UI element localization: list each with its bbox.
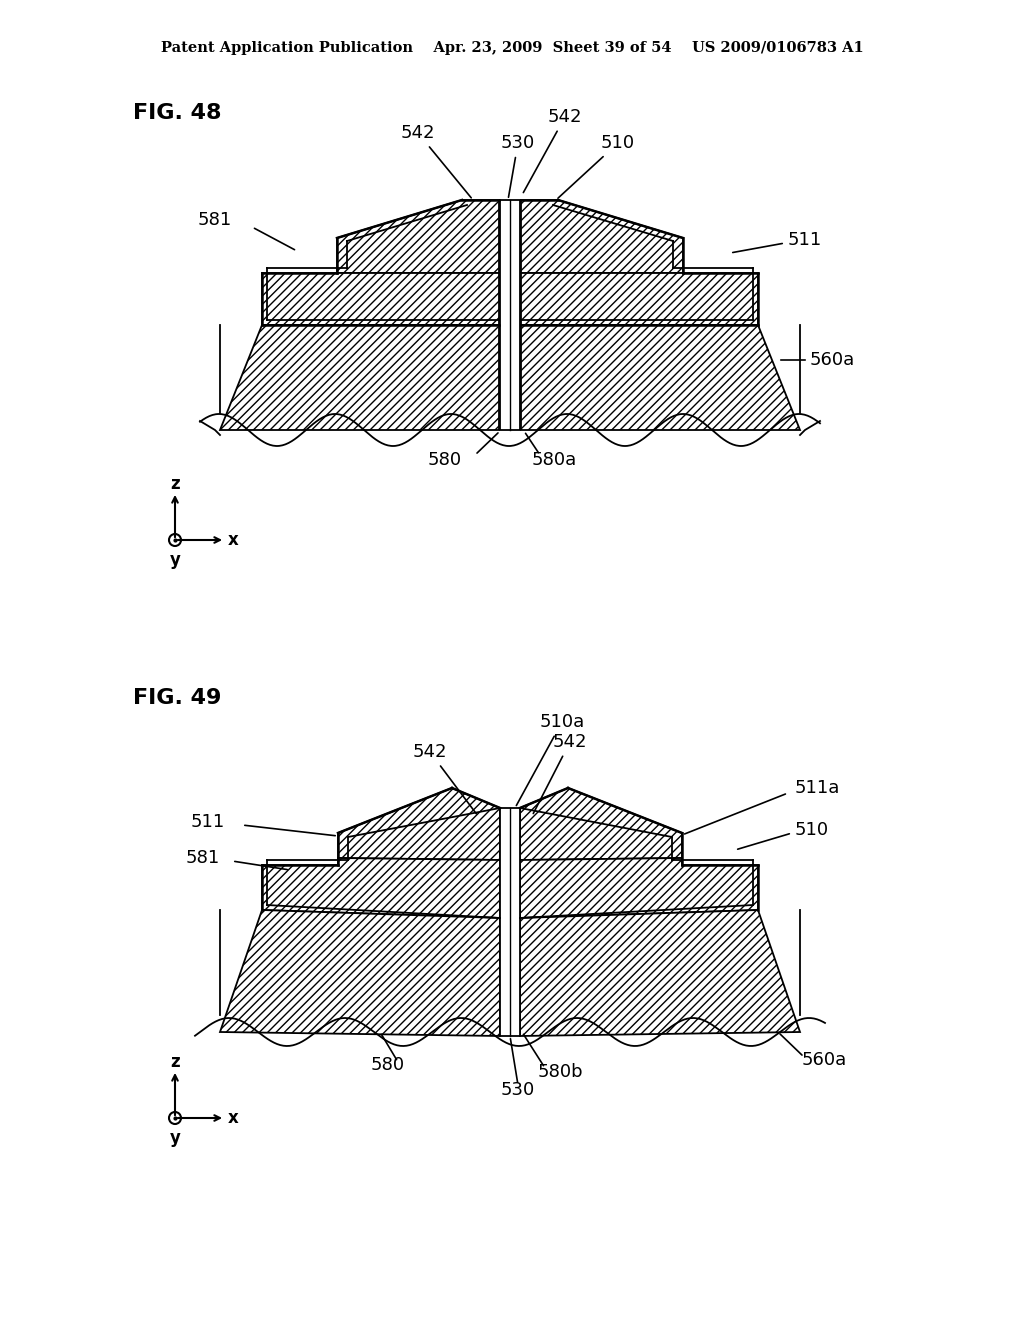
Polygon shape — [521, 325, 800, 430]
Polygon shape — [220, 909, 500, 1036]
Polygon shape — [521, 273, 758, 325]
Text: x: x — [227, 1109, 239, 1127]
Text: 510: 510 — [795, 821, 829, 840]
Text: 511: 511 — [788, 231, 822, 249]
Text: 530: 530 — [501, 135, 536, 197]
Text: 580: 580 — [428, 451, 462, 469]
Text: 580: 580 — [371, 1056, 406, 1074]
Text: 580b: 580b — [538, 1063, 584, 1081]
Polygon shape — [338, 788, 500, 861]
Text: z: z — [170, 475, 180, 492]
Text: 560a: 560a — [810, 351, 855, 370]
Text: 542: 542 — [523, 108, 583, 193]
Polygon shape — [520, 788, 682, 861]
Text: Patent Application Publication    Apr. 23, 2009  Sheet 39 of 54    US 2009/01067: Patent Application Publication Apr. 23, … — [161, 41, 863, 55]
Polygon shape — [262, 273, 499, 325]
Polygon shape — [500, 201, 520, 430]
Text: 580a: 580a — [532, 451, 578, 469]
Text: 542: 542 — [400, 124, 471, 198]
Text: 510a: 510a — [516, 713, 585, 805]
Text: FIG. 49: FIG. 49 — [133, 688, 221, 708]
Text: 581: 581 — [198, 211, 232, 228]
Text: 511: 511 — [190, 813, 225, 832]
Polygon shape — [262, 858, 500, 917]
Text: 510: 510 — [558, 135, 635, 198]
Text: x: x — [227, 531, 239, 549]
Polygon shape — [500, 808, 520, 1036]
Text: 560a: 560a — [802, 1051, 847, 1069]
Text: y: y — [170, 1129, 180, 1147]
Text: 542: 542 — [534, 733, 587, 813]
Polygon shape — [521, 201, 683, 273]
Text: 511a: 511a — [795, 779, 841, 797]
Polygon shape — [220, 325, 499, 430]
Text: FIG. 48: FIG. 48 — [133, 103, 221, 123]
Polygon shape — [337, 201, 499, 273]
Polygon shape — [520, 858, 758, 917]
Text: 542: 542 — [413, 743, 476, 813]
Text: 530: 530 — [501, 1081, 536, 1100]
Text: 581: 581 — [185, 849, 220, 867]
Polygon shape — [520, 909, 800, 1036]
Text: z: z — [170, 1053, 180, 1071]
Text: y: y — [170, 550, 180, 569]
